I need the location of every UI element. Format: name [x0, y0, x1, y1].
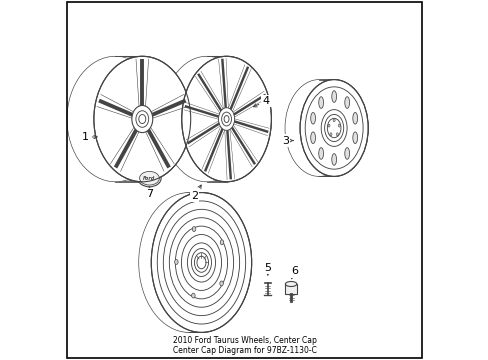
Ellipse shape	[132, 105, 152, 132]
Ellipse shape	[218, 108, 234, 130]
Ellipse shape	[332, 119, 334, 122]
Ellipse shape	[192, 227, 195, 231]
Ellipse shape	[171, 56, 261, 182]
Ellipse shape	[191, 248, 211, 276]
Ellipse shape	[143, 193, 244, 332]
Text: 3: 3	[282, 136, 293, 145]
Ellipse shape	[305, 87, 363, 169]
Ellipse shape	[138, 170, 161, 187]
Ellipse shape	[146, 193, 246, 332]
Ellipse shape	[197, 256, 205, 269]
Ellipse shape	[141, 193, 241, 332]
Ellipse shape	[221, 112, 231, 126]
Text: 5: 5	[264, 263, 271, 275]
Ellipse shape	[174, 260, 178, 265]
Text: 2010 Ford Taurus Wheels, Center Cap
Center Cap Diagram for 97BZ-1130-C: 2010 Ford Taurus Wheels, Center Cap Cent…	[172, 336, 316, 355]
Ellipse shape	[331, 91, 336, 102]
Ellipse shape	[338, 124, 340, 127]
Ellipse shape	[136, 111, 148, 127]
Ellipse shape	[162, 56, 251, 182]
Ellipse shape	[182, 56, 271, 182]
Text: Ford: Ford	[143, 176, 155, 181]
Ellipse shape	[194, 253, 208, 272]
Ellipse shape	[94, 56, 190, 182]
Ellipse shape	[163, 209, 239, 316]
Ellipse shape	[344, 148, 349, 159]
Ellipse shape	[151, 193, 251, 332]
Ellipse shape	[187, 243, 215, 282]
Ellipse shape	[224, 116, 228, 122]
Ellipse shape	[310, 112, 315, 124]
Ellipse shape	[94, 56, 190, 182]
Text: 2: 2	[190, 185, 201, 201]
Ellipse shape	[166, 56, 256, 182]
Ellipse shape	[83, 56, 180, 182]
Ellipse shape	[78, 56, 174, 182]
Ellipse shape	[151, 193, 251, 332]
Ellipse shape	[300, 80, 367, 176]
Ellipse shape	[148, 193, 249, 332]
Ellipse shape	[352, 132, 357, 144]
Text: 6: 6	[291, 266, 298, 279]
Ellipse shape	[344, 97, 349, 108]
Ellipse shape	[288, 80, 356, 176]
Ellipse shape	[310, 132, 315, 144]
Ellipse shape	[139, 114, 145, 123]
Ellipse shape	[182, 56, 271, 182]
Ellipse shape	[336, 133, 338, 136]
Text: 1: 1	[81, 132, 97, 142]
Ellipse shape	[88, 56, 185, 182]
Ellipse shape	[181, 234, 221, 291]
Text: 7: 7	[145, 187, 153, 199]
Ellipse shape	[220, 240, 224, 245]
Ellipse shape	[321, 109, 346, 147]
Ellipse shape	[326, 118, 340, 138]
Ellipse shape	[292, 80, 360, 176]
Ellipse shape	[331, 154, 336, 165]
Ellipse shape	[300, 80, 367, 176]
Ellipse shape	[139, 193, 239, 332]
Ellipse shape	[285, 80, 352, 176]
Ellipse shape	[296, 80, 364, 176]
Ellipse shape	[285, 282, 296, 287]
Ellipse shape	[324, 114, 343, 141]
Ellipse shape	[157, 201, 245, 324]
Ellipse shape	[169, 218, 233, 307]
Ellipse shape	[329, 133, 331, 136]
Ellipse shape	[175, 226, 227, 299]
Ellipse shape	[67, 56, 163, 182]
FancyBboxPatch shape	[285, 284, 296, 294]
Ellipse shape	[220, 281, 223, 286]
Ellipse shape	[318, 148, 323, 159]
Ellipse shape	[191, 293, 195, 298]
Ellipse shape	[139, 171, 159, 185]
Ellipse shape	[352, 112, 357, 124]
Ellipse shape	[327, 124, 329, 127]
Ellipse shape	[72, 56, 169, 182]
Ellipse shape	[318, 97, 323, 108]
Text: 4: 4	[253, 96, 269, 107]
Ellipse shape	[177, 56, 266, 182]
